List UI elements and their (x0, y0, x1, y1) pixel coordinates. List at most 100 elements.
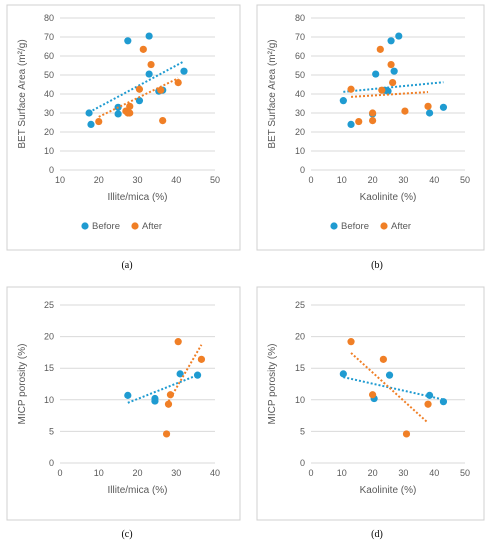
y-tick-label: 0 (300, 165, 305, 175)
y-tick-label: 25 (44, 300, 54, 310)
data-point-after (369, 391, 377, 399)
trendline-after (165, 344, 203, 406)
x-tick-label: 0 (57, 468, 62, 478)
data-point-before (439, 103, 448, 111)
data-point-before (425, 109, 434, 117)
data-point-after (402, 430, 411, 438)
y-tick-label: 25 (295, 300, 305, 310)
data-point-after (164, 400, 173, 408)
trendline-before (127, 374, 198, 404)
legend-marker-before (81, 222, 89, 230)
x-axis-title: Illite/mica (%) (107, 192, 167, 203)
chart-panel-4: 0 5 10 15 20 25 0 10 20 30 40 50 Kaolinite (%) MICP p… (256, 286, 485, 521)
panel-frame (6, 286, 241, 521)
data-point-after (389, 79, 397, 87)
data-point-before (135, 97, 144, 105)
y-tick-label: 70 (295, 32, 305, 42)
y-tick-label: 60 (295, 51, 305, 61)
data-point-after (159, 117, 167, 125)
y-tick-label: 30 (44, 108, 54, 118)
data-point-before (372, 70, 380, 78)
y-tick-label: 15 (44, 363, 54, 373)
x-tick-label: 20 (132, 468, 142, 478)
y-tick-label: 20 (44, 332, 54, 342)
data-point-after (424, 102, 432, 110)
y-tick-label: 10 (295, 146, 305, 156)
y-axis-title: MICP porosity (%) (17, 344, 28, 425)
x-axis-title: Kaolinite (%) (360, 192, 417, 203)
data-point-after (347, 85, 355, 93)
x-tick-label: 30 (171, 468, 181, 478)
data-point-before (124, 391, 132, 399)
x-tick-label: 30 (132, 175, 142, 185)
data-point-after (197, 355, 206, 363)
panel-label: (b) (371, 260, 383, 271)
data-point-after (387, 60, 395, 69)
data-point-before (124, 37, 132, 45)
panel-label: (a) (121, 260, 132, 271)
y-axis-title: BET Surface Area (m²/g) (17, 39, 28, 148)
data-point-before (395, 32, 403, 40)
trendline-after (350, 91, 429, 98)
data-point-before (145, 70, 153, 78)
legend-label: Before (92, 221, 120, 232)
panel-label: (c) (121, 529, 132, 540)
data-point-before (384, 87, 392, 95)
y-tick-label: 20 (295, 127, 305, 137)
x-tick-label: 40 (429, 468, 439, 478)
y-tick-label: 60 (44, 51, 54, 61)
x-tick-label: 0 (308, 468, 313, 478)
data-point-before (151, 394, 159, 403)
x-tick-label: 10 (94, 468, 104, 478)
chart-panel-3: 0 5 10 15 20 25 0 10 20 30 40 Illite/mica (%) MICP p… (6, 286, 241, 521)
x-tick-label: 20 (368, 175, 378, 185)
y-tick-label: 5 (49, 426, 54, 436)
data-point-before (193, 371, 202, 379)
y-tick-label: 30 (295, 108, 305, 118)
data-point-before (387, 37, 395, 45)
data-point-before (425, 391, 434, 399)
data-point-after (174, 79, 182, 87)
data-point-after (157, 86, 165, 94)
data-point-after (162, 430, 171, 438)
x-tick-label: 40 (171, 175, 181, 185)
y-tick-label: 40 (44, 89, 54, 99)
y-tick-label: 50 (44, 70, 54, 80)
data-point-after (126, 109, 134, 117)
data-point-after (378, 86, 386, 94)
x-tick-label: 20 (94, 175, 104, 185)
y-tick-label: 20 (44, 127, 54, 137)
data-point-after (355, 117, 363, 126)
data-point-after (369, 117, 377, 125)
data-point-before (114, 110, 122, 118)
data-point-after (135, 85, 144, 93)
legend-label: Before (341, 221, 369, 232)
data-point-before (439, 398, 448, 406)
y-tick-label: 0 (300, 458, 305, 468)
data-point-after (126, 102, 134, 110)
data-point-after (401, 107, 409, 115)
data-point-before (145, 32, 153, 40)
y-tick-label: 5 (300, 426, 305, 436)
data-point-before (85, 109, 93, 117)
y-tick-label: 80 (44, 13, 54, 23)
y-tick-label: 70 (44, 32, 54, 42)
y-tick-label: 50 (295, 70, 305, 80)
panel-frame (256, 4, 485, 251)
legend-label: After (391, 221, 411, 232)
legend-marker-after (380, 222, 388, 230)
data-point-before (385, 371, 394, 379)
data-point-after (147, 60, 155, 69)
legend-marker-before (330, 222, 338, 230)
data-point-after (166, 391, 175, 399)
x-tick-label: 50 (210, 175, 220, 185)
data-point-before (339, 97, 347, 105)
x-tick-label: 40 (429, 175, 439, 185)
panel-label: (d) (371, 529, 383, 540)
data-point-after (95, 117, 103, 126)
x-tick-label: 10 (337, 175, 347, 185)
y-axis-title: BET Surface Area (m²/g) (267, 39, 278, 148)
x-tick-label: 0 (308, 175, 313, 185)
